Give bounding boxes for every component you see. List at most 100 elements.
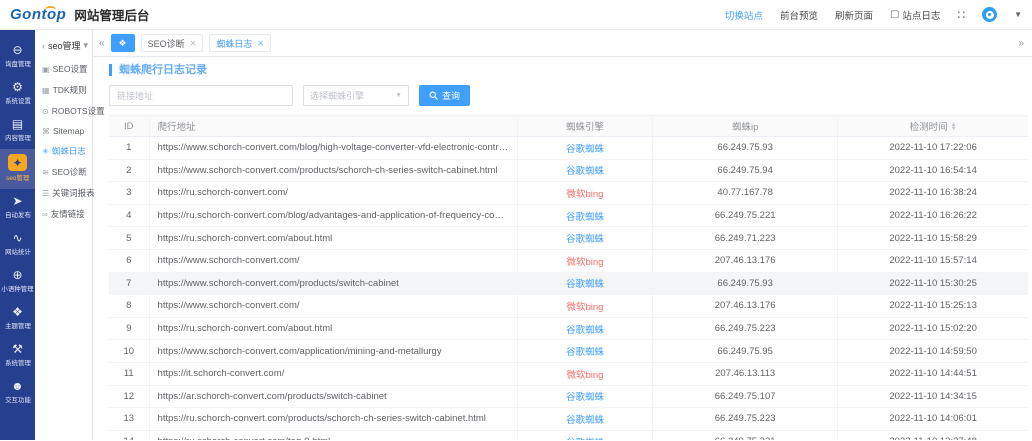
spider-engine-link[interactable]: 谷歌蜘蛛 [565,143,604,155]
cell-ip: 66.249.75.94 [652,159,839,183]
menu-item-ROBOTS设置[interactable]: ⊙ ROBOTS设置 [42,105,105,117]
site-log-link[interactable]: ▢ 站点日志 [889,9,941,22]
cell-ip: 207.46.13.176 [652,294,839,318]
spider-engine-link[interactable]: 微软bing [566,301,604,313]
tab-SEO诊断[interactable]: SEO诊断 ✕ [140,34,204,52]
engine-select[interactable]: 选择蜘蛛引擎 ▼ [303,85,409,106]
users-icon: ☻ [11,379,24,393]
menu-item-TDK规则[interactable]: ▦ TDK规则 [42,84,92,96]
column-header-爬行地址: 爬行地址 [149,115,518,137]
cell-engine: 谷歌蜘蛛 [517,136,654,160]
spider-engine-link[interactable]: 微软bing [566,188,604,200]
table-row: 12 https://ar.schorch-convert.com/product… [109,385,1028,409]
top-header: Gontop 网站管理后台 切换站点 前台预览 刷新页面 ▢ 站点日志 ∷ ▼ [0,0,1032,30]
tab-home[interactable]: ❖ [110,34,135,52]
sidebar-item-label: 自动发布 [4,212,31,219]
chart-icon: ∿ [12,231,23,245]
cell-url: https://www.schorch-convert.com/applicat… [149,339,518,363]
spider-engine-link[interactable]: 谷歌蜘蛛 [565,392,604,404]
search-button[interactable]: 查询 [419,85,471,106]
sidebar-item-小语种管理[interactable]: ⊕ 小语种管理 [0,263,35,300]
spider-engine-link[interactable]: 谷歌蜘蛛 [565,347,604,359]
column-header-ID: ID [109,115,150,137]
table-row: 13 https://ru.schorch-convert.com/product… [109,407,1028,431]
cell-ip: 66.249.75.221 [652,204,839,228]
cell-url: https://it.schorch-convert.com/ [149,362,518,386]
cell-engine: 谷歌蜘蛛 [517,385,654,409]
sidebar-item-自动发布[interactable]: ➤ 自动发布 [0,189,35,226]
cell-id: 13 [109,407,150,431]
more-tabs-icon[interactable]: » [1018,37,1024,49]
spider-log-table: ID 爬行地址 蜘蛛引擎 蜘蛛ip 检测时间 ▲ ▼ 1 https://www.schorc… [109,115,1028,440]
cell-time: 2022-11-10 17:22:06 [837,136,1028,160]
primary-sidebar: ⊖ 询盘管理 ⚙ 系统设置 ▤ 内容管理 ✦ seo管理 ➤ 自动发布 ∿ 网站统计 ⊕ 小语种管理 ❖ 主题… [0,30,35,440]
table-row: 3 https://ru.schorch-convert.com/微软bing 40… [109,181,1028,205]
cell-id: 6 [109,249,150,273]
sidebar-item-label: seo管理 [5,175,30,182]
refresh-link[interactable]: 刷新页面 [834,10,873,22]
sidebar-item-主题管理[interactable]: ❖ 主题管理 [0,300,35,337]
menu-item-label: SEO诊断 [51,167,87,177]
menu-item-蜘蛛日志[interactable]: ✳ 蜘蛛日志 [42,145,92,157]
close-icon[interactable]: ✕ [189,38,197,48]
menu-item-SEO设置[interactable]: ▣ SEO设置 [42,63,92,75]
table-row: 2 https://www.schorch-convert.com/product… [109,159,1028,183]
table-row: 7 https://www.schorch-convert.com/product… [109,272,1028,296]
cell-id: 3 [109,181,150,205]
cell-ip: 40.77.167.78 [652,181,839,205]
cell-engine: 谷歌蜘蛛 [517,317,654,341]
avatar[interactable] [982,7,998,22]
spider-engine-link[interactable]: 微软bing [566,369,604,381]
close-icon[interactable]: ✕ [257,38,264,48]
cell-ip: 66.249.75.93 [652,136,839,160]
spider-engine-link[interactable]: 谷歌蜘蛛 [565,234,604,246]
spider-engine-link[interactable]: 谷歌蜘蛛 [565,211,604,223]
topbar-actions: 切换站点 前台预览 刷新页面 ▢ 站点日志 ∷ ▼ [725,7,1022,22]
menu-item-SEO诊断[interactable]: ≋ SEO诊断 [42,166,92,178]
fullscreen-icon[interactable]: ∷ [957,7,966,22]
sidebar-item-label: 主题管理 [4,323,31,330]
sidebar-item-交互功能[interactable]: ☻ 交互功能 [0,374,35,411]
sidebar-item-网站统计[interactable]: ∿ 网站统计 [0,226,35,263]
sidebar-item-系统管理[interactable]: ⚒ 系统管理 [0,337,35,374]
collapse-tabs-icon[interactable]: « [99,37,105,49]
sidebar-item-seo管理[interactable]: ✦ seo管理 [0,149,35,189]
spider-engine-link[interactable]: 谷歌蜘蛛 [565,166,604,178]
chevron-down-icon[interactable]: ▼ [1014,10,1022,19]
menu-item-Sitemap[interactable]: ⌘ Sitemap [42,126,92,136]
secondary-sidebar-header[interactable]: ‹ seo管理 ▾ [42,39,92,52]
spider-engine-link[interactable]: 微软bing [566,256,604,268]
spider-engine-link[interactable]: 谷歌蜘蛛 [566,438,604,440]
preview-link[interactable]: 前台预览 [779,10,818,22]
column-header-检测时间: 检测时间 ▲ ▼ [837,115,1028,137]
spider-engine-link[interactable]: 谷歌蜘蛛 [565,324,604,336]
menu-item-关键词报表[interactable]: ☰ 关键词报表 [42,187,95,199]
sidebar-item-label: 交互功能 [4,397,31,404]
diagnose-icon: ≋ [42,167,49,177]
table-row: 10 https://www.schorch-convert.com/applic… [109,339,1028,363]
sort-desc-icon[interactable]: ▼ [950,126,957,133]
app-title: 网站管理后台 [74,9,150,23]
sort-asc-icon[interactable]: ▲ [950,122,957,129]
sidebar-item-询盘管理[interactable]: ⊖ 询盘管理 [0,38,35,75]
cell-engine: 谷歌蜘蛛 [517,272,654,296]
cell-engine: 谷歌蜘蛛 [517,204,654,228]
menu-item-友情链接[interactable]: ∞ 友情链接 [42,208,92,220]
sort-icons[interactable]: ▲ ▼ [950,122,957,133]
switch-site-link[interactable]: 切换站点 [724,10,763,22]
tab-label: SEO诊断 [147,38,185,49]
url-search-input[interactable] [109,85,293,106]
cell-id: 11 [109,362,150,386]
spider-engine-link[interactable]: 谷歌蜘蛛 [565,414,604,426]
menu-item-label: 关键词报表 [52,188,95,198]
tab-蜘蛛日志[interactable]: 蜘蛛日志 ✕ [209,34,271,52]
sidebar-item-内容管理[interactable]: ▤ 内容管理 [0,112,35,149]
cell-id: 12 [109,385,150,409]
sidebar-item-系统设置[interactable]: ⚙ 系统设置 [0,75,35,112]
robot-icon: ⊙ [42,106,49,116]
secondary-sidebar: ‹ seo管理 ▾ ▣ SEO设置 ▦ TDK规则 ⊙ ROBOTS设置 ⌘ Sitemap ✳… [35,30,105,440]
spider-engine-link[interactable]: 谷歌蜘蛛 [565,279,604,291]
chevron-down-icon: ▼ [395,92,402,99]
cell-engine: 微软bing [517,294,654,318]
menu-item-label: 友情链接 [50,209,85,219]
